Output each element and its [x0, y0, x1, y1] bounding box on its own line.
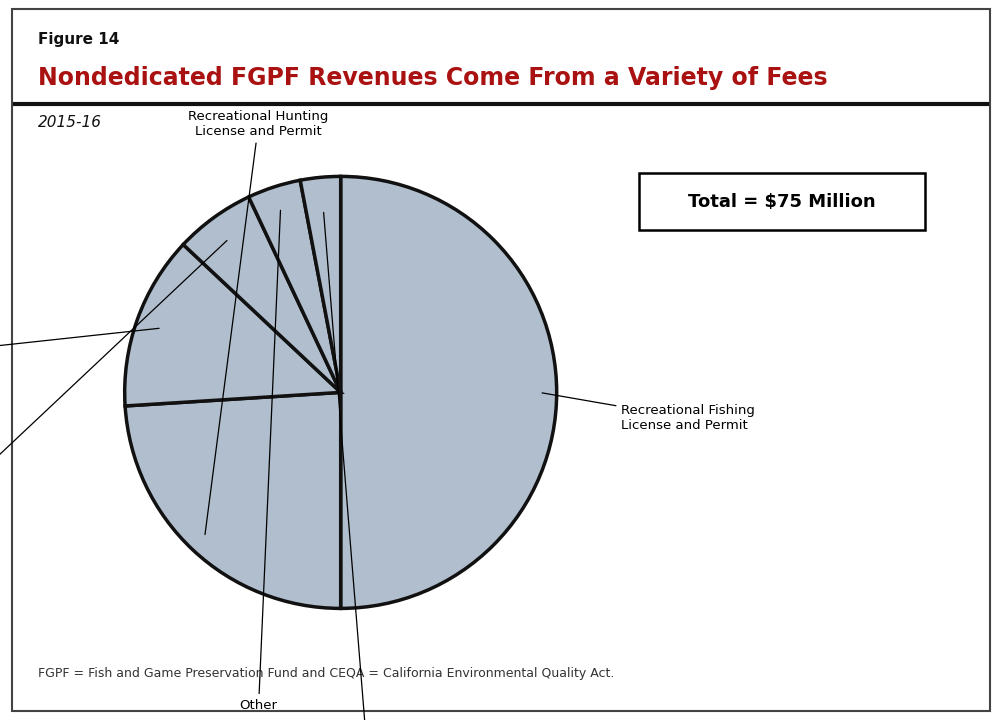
Text: Commercial Landing: Commercial Landing — [299, 212, 435, 720]
Wedge shape — [248, 180, 341, 392]
Wedge shape — [301, 176, 341, 392]
Text: 2015-16: 2015-16 — [38, 115, 102, 130]
Wedge shape — [125, 392, 341, 608]
Wedge shape — [124, 245, 341, 406]
FancyBboxPatch shape — [639, 173, 925, 230]
Text: Recreational Fishing
License and Permit: Recreational Fishing License and Permit — [542, 393, 756, 432]
Text: Commercial Fishing
License and Permit: Commercial Fishing License and Permit — [0, 328, 159, 367]
Text: FGPF = Fish and Game Preservation Fund and CEQA = California Environmental Quali: FGPF = Fish and Game Preservation Fund a… — [38, 667, 614, 680]
Text: Other: Other — [239, 210, 281, 712]
Wedge shape — [341, 176, 557, 608]
Text: Total = $75 Million: Total = $75 Million — [688, 192, 876, 210]
Text: Figure 14: Figure 14 — [38, 32, 119, 48]
Text: CEQA Review: CEQA Review — [0, 240, 226, 511]
Text: Recreational Hunting
License and Permit: Recreational Hunting License and Permit — [188, 109, 329, 534]
Wedge shape — [183, 197, 341, 392]
Text: Nondedicated FGPF Revenues Come From a Variety of Fees: Nondedicated FGPF Revenues Come From a V… — [38, 66, 828, 90]
